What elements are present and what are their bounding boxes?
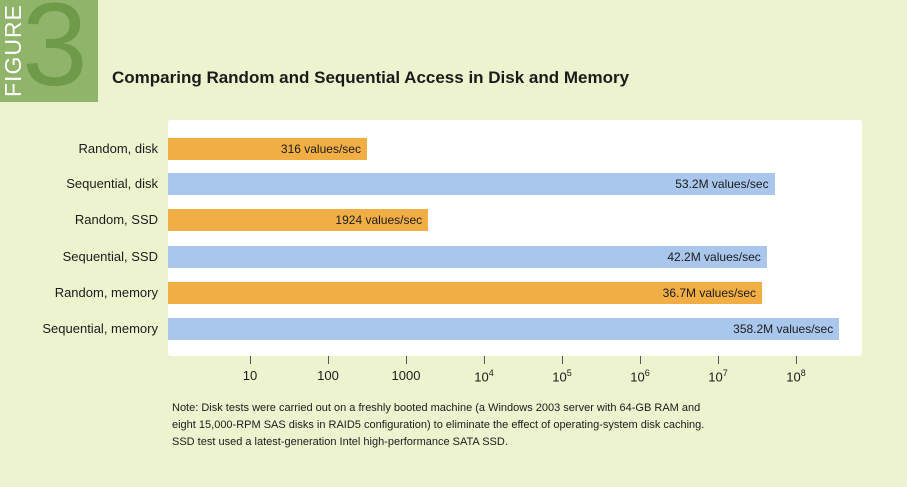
bar-value-label: 358.2M values/sec xyxy=(733,322,834,336)
footnote-line-2: eight 15,000-RPM SAS disks in RAID5 conf… xyxy=(172,419,705,431)
x-tick-mark xyxy=(562,356,563,364)
x-tick-label: 1000 xyxy=(391,368,421,383)
figure-word: FIGURE xyxy=(0,4,26,98)
footnote-line-1: Note: Disk tests were carried out on a f… xyxy=(172,402,701,414)
x-tick-label: 105 xyxy=(552,368,572,385)
x-tick-label: 108 xyxy=(786,368,806,385)
bar xyxy=(168,173,775,195)
x-tick-mark xyxy=(406,356,407,364)
bar-value-label: 1924 values/sec xyxy=(335,213,423,227)
x-tick-mark xyxy=(640,356,641,364)
category-label: Sequential, memory xyxy=(42,321,158,336)
bar xyxy=(168,138,367,160)
bar xyxy=(168,209,429,231)
footnote-line-3: SSD test used a latest-generation Intel … xyxy=(172,436,508,448)
category-label: Random, SSD xyxy=(74,212,158,227)
bar-value-label: 316 values/sec xyxy=(280,142,361,156)
x-tick-mark xyxy=(796,356,797,364)
x-tick-mark xyxy=(328,356,329,364)
category-label: Sequential, SSD xyxy=(62,249,158,264)
bar-value-label: 53.2M values/sec xyxy=(675,177,769,191)
bar xyxy=(168,282,763,304)
category-label: Random, disk xyxy=(78,141,158,156)
x-tick-label: 104 xyxy=(474,368,494,385)
chart-title: Comparing Random and Sequential Access i… xyxy=(112,68,630,87)
bar-value-label: 42.2M values/sec xyxy=(667,250,761,264)
category-label: Sequential, disk xyxy=(66,176,158,191)
figure-number: 3 xyxy=(22,0,88,102)
x-tick-mark xyxy=(718,356,719,364)
category-label: Random, memory xyxy=(54,285,158,300)
x-tick-label: 106 xyxy=(630,368,650,385)
bar xyxy=(168,318,840,340)
x-tick-label: 107 xyxy=(708,368,728,385)
x-tick-mark xyxy=(250,356,251,364)
bar-value-label: 36.7M values/sec xyxy=(662,286,757,300)
x-tick-mark xyxy=(484,356,485,364)
x-tick-label: 10 xyxy=(242,368,258,383)
figure-badge: FIGURE 3 xyxy=(0,0,98,102)
bar xyxy=(168,246,767,268)
x-tick-label: 100 xyxy=(317,368,339,383)
footnote: Note: Disk tests were carried out on a f… xyxy=(172,400,862,451)
